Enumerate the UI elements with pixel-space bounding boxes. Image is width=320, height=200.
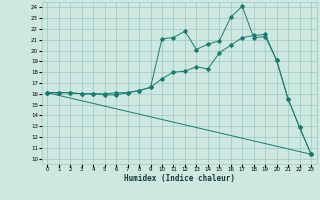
X-axis label: Humidex (Indice chaleur): Humidex (Indice chaleur) bbox=[124, 174, 235, 183]
